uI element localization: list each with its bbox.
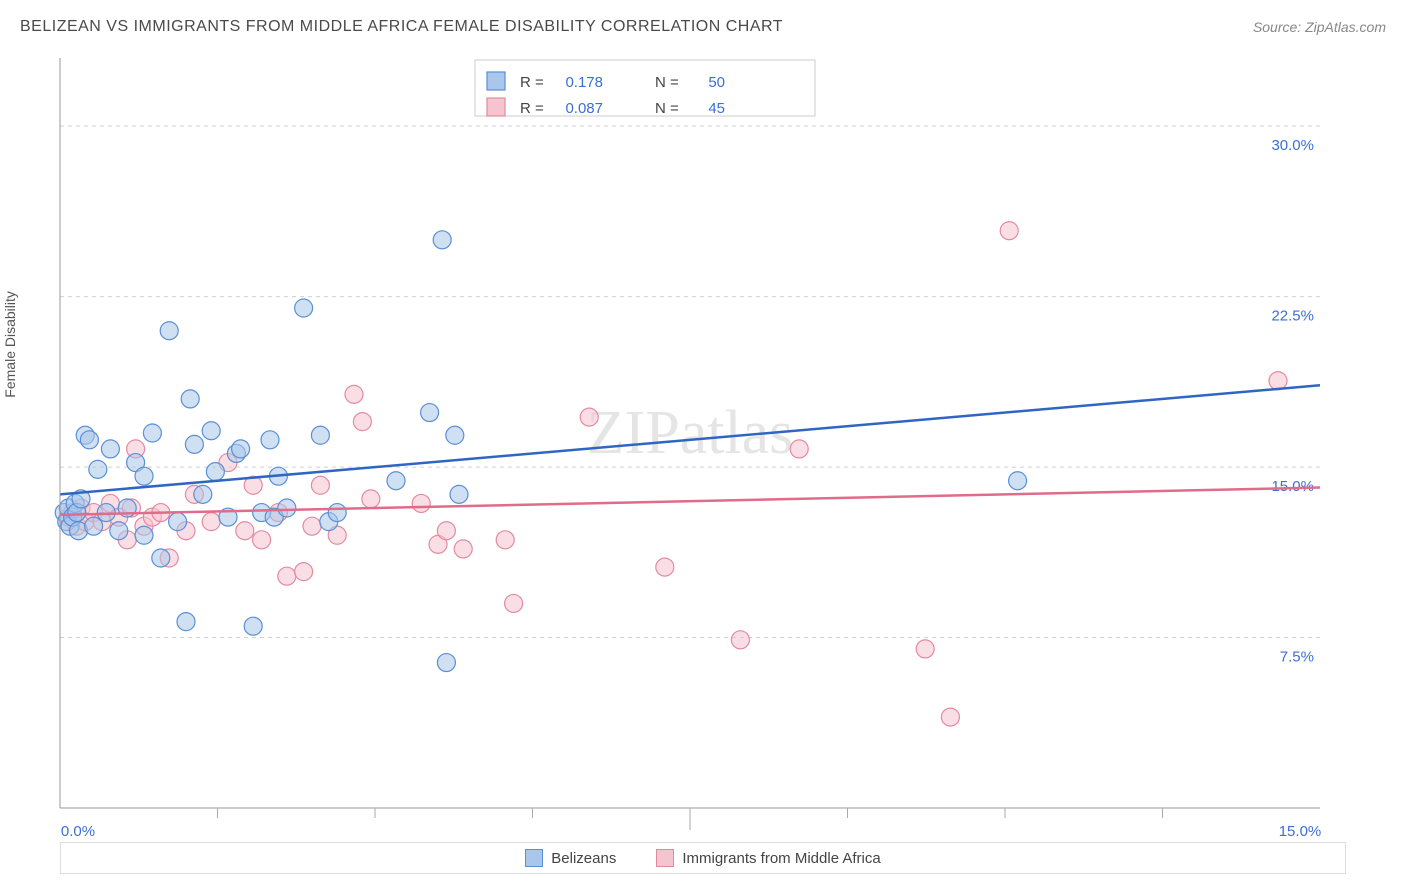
legend-item: Belizeans	[525, 849, 616, 867]
legend-item: Immigrants from Middle Africa	[656, 849, 880, 867]
data-point	[1009, 472, 1027, 490]
scatter-chart: 7.5%15.0%22.5%30.0%ZIPatlas0.0%15.0%R =0…	[20, 48, 1360, 838]
data-point	[437, 654, 455, 672]
data-point	[941, 708, 959, 726]
svg-text:R =: R =	[520, 74, 544, 91]
data-point	[181, 390, 199, 408]
data-point	[328, 504, 346, 522]
data-point	[194, 485, 212, 503]
legend-label: Immigrants from Middle Africa	[682, 850, 880, 867]
data-point	[387, 472, 405, 490]
data-point	[85, 517, 103, 535]
data-point	[311, 426, 329, 444]
data-point	[89, 460, 107, 478]
data-point	[202, 422, 220, 440]
data-point	[80, 431, 98, 449]
data-point	[437, 522, 455, 540]
data-point	[311, 476, 329, 494]
chart-title: BELIZEAN VS IMMIGRANTS FROM MIDDLE AFRIC…	[20, 18, 783, 36]
data-point	[278, 499, 296, 517]
data-point	[295, 299, 313, 317]
legend-label: Belizeans	[551, 850, 616, 867]
legend-swatch	[525, 849, 543, 867]
data-point	[169, 513, 187, 531]
svg-text:45: 45	[708, 100, 725, 117]
data-point	[202, 513, 220, 531]
data-point	[446, 426, 464, 444]
svg-text:N =: N =	[655, 74, 679, 91]
svg-text:22.5%: 22.5%	[1271, 308, 1314, 325]
data-point	[244, 617, 262, 635]
data-point	[295, 563, 313, 581]
data-point	[278, 567, 296, 585]
svg-text:R =: R =	[520, 100, 544, 117]
data-point	[152, 549, 170, 567]
data-point	[232, 440, 250, 458]
svg-text:0.0%: 0.0%	[61, 823, 95, 838]
svg-text:0.087: 0.087	[565, 100, 603, 117]
data-point	[731, 631, 749, 649]
data-point	[143, 424, 161, 442]
svg-text:50: 50	[708, 74, 725, 91]
legend-swatch	[656, 849, 674, 867]
data-point	[450, 485, 468, 503]
data-point	[656, 558, 674, 576]
data-point	[916, 640, 934, 658]
chart-header: BELIZEAN VS IMMIGRANTS FROM MIDDLE AFRIC…	[20, 18, 1386, 36]
data-point	[1000, 222, 1018, 240]
chart-container: Female Disability 7.5%15.0%22.5%30.0%ZIP…	[20, 48, 1386, 838]
svg-text:7.5%: 7.5%	[1280, 649, 1314, 666]
data-point	[433, 231, 451, 249]
svg-text:0.178: 0.178	[565, 74, 603, 91]
svg-text:30.0%: 30.0%	[1271, 137, 1314, 154]
data-point	[421, 404, 439, 422]
data-point	[101, 440, 119, 458]
data-point	[135, 467, 153, 485]
data-point	[345, 385, 363, 403]
svg-text:N =: N =	[655, 100, 679, 117]
data-point	[303, 517, 321, 535]
data-point	[110, 522, 128, 540]
data-point	[206, 463, 224, 481]
data-point	[580, 408, 598, 426]
data-point	[177, 613, 195, 631]
data-point	[790, 440, 808, 458]
data-point	[353, 413, 371, 431]
svg-text:15.0%: 15.0%	[1279, 823, 1322, 838]
y-axis-label: Female Disability	[2, 291, 18, 398]
data-point	[454, 540, 472, 558]
data-point	[160, 322, 178, 340]
data-point	[496, 531, 514, 549]
series-legend: Belizeans Immigrants from Middle Africa	[60, 842, 1346, 874]
data-point	[362, 490, 380, 508]
data-point	[1269, 372, 1287, 390]
data-point	[505, 594, 523, 612]
data-point	[253, 531, 271, 549]
data-point	[135, 526, 153, 544]
data-point	[261, 431, 279, 449]
data-point	[412, 494, 430, 512]
data-point	[185, 435, 203, 453]
data-point	[236, 522, 254, 540]
chart-source: Source: ZipAtlas.com	[1253, 19, 1386, 35]
